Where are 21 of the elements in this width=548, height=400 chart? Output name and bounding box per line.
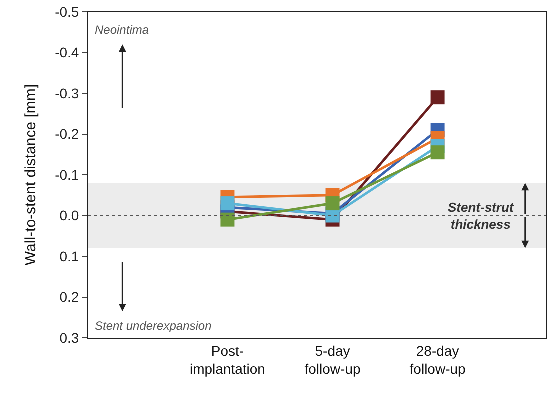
y-axis-title: Wall-to-stent distance [mm]	[22, 84, 40, 266]
band-label: Stent-strut thickness	[448, 200, 514, 232]
point	[220, 212, 235, 227]
x-tick-label: Post- implantation	[190, 342, 266, 377]
x-tick-label: 5-day follow-up	[304, 342, 361, 377]
y-tick-label: -0.4	[55, 44, 80, 61]
y-tick-label: -0.5	[55, 4, 80, 20]
x-tick-label: 28-day follow-up	[410, 342, 466, 377]
y-tick-label: -0.2	[55, 126, 80, 142]
y-tick-label: 0.1	[60, 248, 80, 264]
point	[220, 196, 235, 211]
point	[430, 146, 445, 160]
y-tick-label: 0.2	[60, 289, 80, 306]
point	[326, 196, 340, 211]
annotation: Stent underexpansion	[95, 319, 212, 333]
y-tick-label: 0.3	[60, 330, 80, 346]
y-tick-label: -0.1	[55, 166, 80, 183]
point	[430, 90, 445, 105]
y-tick-label: -0.3	[55, 85, 80, 102]
y-tick-label: 0.0	[60, 208, 80, 224]
annotation: Neointima	[95, 23, 150, 37]
